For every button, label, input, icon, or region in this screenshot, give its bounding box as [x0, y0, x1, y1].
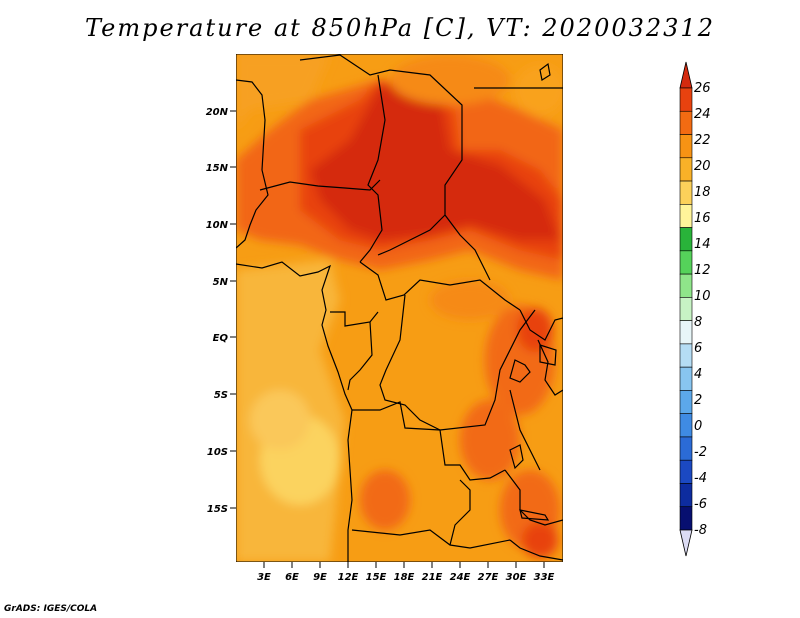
colorbar-label: 22: [694, 133, 711, 148]
colorbar-segment: [679, 157, 693, 182]
colorbar-min-triangle: [679, 529, 693, 557]
colorbar-segment: [679, 506, 693, 531]
colorbar-label: 18: [694, 185, 711, 200]
lat-tick-label: EQ: [213, 333, 229, 344]
credit-text: GrADS: IGES/COLA: [4, 604, 98, 614]
lon-tick-label: 27E: [478, 572, 499, 583]
lon-tick-label: 24E: [450, 572, 471, 583]
colorbar-segment: [679, 343, 693, 368]
colorbar-label: 20: [694, 159, 711, 174]
colorbar-label: 6: [694, 341, 702, 356]
lon-tick-label: 30E: [506, 572, 527, 583]
colorbar-segment: [679, 390, 693, 414]
colorbar-segment: [679, 366, 693, 391]
lon-tick-label: 12E: [338, 572, 359, 583]
colorbar-segment: [679, 110, 693, 135]
colorbar-label: -8: [694, 523, 707, 538]
colorbar-label: 26: [694, 81, 711, 96]
colorbar-label: 4: [694, 367, 702, 382]
lat-axis: 20N 15N 10N 5N EQ 5S 10S 15S: [206, 107, 236, 515]
colorbar-segment: [679, 436, 693, 461]
lat-tick-label: 5S: [214, 390, 228, 401]
lon-tick-label: 21E: [422, 572, 443, 583]
lat-tick-label: 10N: [206, 220, 229, 231]
colorbar-label: 24: [694, 107, 711, 122]
colorbar-label: 0: [694, 419, 702, 434]
colorbar-segment: [679, 273, 693, 298]
colorbar-label: -2: [694, 445, 707, 460]
lon-tick-label: 3E: [257, 572, 271, 583]
colorbar-max-triangle: [679, 61, 693, 89]
colorbar-segment: [679, 413, 693, 438]
colorbar-label: 16: [694, 211, 711, 226]
colorbar-segment: [679, 180, 693, 205]
colorbar-label: 10: [694, 289, 711, 304]
chart-title: Temperature at 850hPa [C], VT: 202003231…: [85, 14, 715, 42]
lon-tick-label: 18E: [394, 572, 415, 583]
colorbar-segment: [679, 320, 693, 345]
colorbar-segment: [679, 87, 693, 112]
colorbar-segment: [679, 134, 693, 159]
colorbar-label: -6: [694, 497, 707, 512]
colorbar-label: -4: [694, 471, 707, 486]
lon-tick-label: 33E: [534, 572, 555, 583]
lon-tick-label: 15E: [366, 572, 387, 583]
colorbar-label: 2: [694, 393, 702, 408]
colorbar-segment: [679, 297, 693, 321]
colorbar-segment: [679, 227, 693, 252]
lat-tick-label: 20N: [206, 107, 229, 118]
colorbar-label: 14: [694, 237, 711, 252]
lat-tick-label: 5N: [213, 277, 229, 288]
lat-tick-label: 15N: [206, 163, 229, 174]
colorbar-label: 8: [694, 315, 702, 330]
lon-tick-label: 6E: [285, 572, 299, 583]
colorbar-segment: [679, 483, 693, 508]
colorbar-segment: [679, 250, 693, 275]
colorbar-segment: [679, 459, 693, 484]
country-borders: [236, 54, 563, 562]
lat-tick-label: 15S: [207, 504, 228, 515]
colorbar-segment: [679, 204, 693, 228]
temperature-field: [236, 54, 563, 562]
lon-axis: 3E 6E 9E 12E 15E 18E 21E 24E 27E 30E 33E: [257, 562, 555, 583]
colorbar-segments: [679, 87, 693, 531]
colorbar-label: 12: [694, 263, 711, 278]
lon-tick-label: 9E: [313, 572, 327, 583]
lat-tick-label: 10S: [207, 447, 228, 458]
